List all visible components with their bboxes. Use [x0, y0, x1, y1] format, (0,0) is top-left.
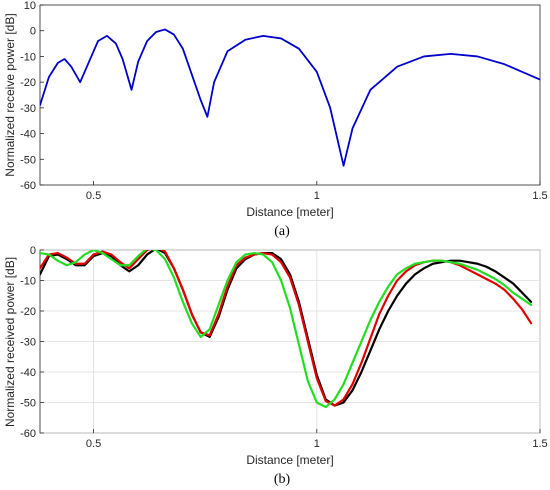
series-line-3 — [40, 250, 533, 409]
caption-a: (a) — [274, 224, 290, 239]
y-tick-label: -30 — [20, 103, 36, 115]
lines-b — [40, 250, 533, 409]
ticks-b: 0.5 1 1.5 0 -10 -20 -30 -40 -50 -60 — [20, 245, 548, 450]
y-tick-label: -60 — [20, 180, 36, 192]
ticks-a: 0.5 1 1.5 10 0 -10 -20 -30 -40 -50 -60 — [20, 0, 548, 202]
y-tick-label: -30 — [20, 337, 36, 349]
caption-b: (b) — [274, 472, 291, 487]
y-axis-label-b: Normalized received power [dB] — [3, 257, 17, 427]
x-tick-label: 0.5 — [86, 190, 101, 202]
y-tick-label: 0 — [30, 26, 36, 38]
y-tick-label: -40 — [20, 129, 36, 141]
series-line-1 — [40, 28, 540, 167]
plot-area-a — [39, 4, 541, 186]
lines-a — [40, 28, 540, 167]
y-tick-label: -40 — [20, 367, 36, 379]
x-axis-label-a: Distance [meter] — [246, 205, 333, 219]
y-tick-label: -20 — [20, 77, 36, 89]
y-tick-label: -10 — [20, 276, 36, 288]
y-tick-label: -50 — [20, 398, 36, 410]
x-tick-label: 1.5 — [532, 438, 547, 450]
y-tick-label: -50 — [20, 154, 36, 166]
y-tick-label: 10 — [24, 0, 36, 12]
y-tick-label: -60 — [20, 428, 36, 440]
x-axis-label-b: Distance [meter] — [246, 453, 333, 467]
chart-panel-a: 0.5 1 1.5 10 0 -10 -20 -30 -40 -50 -60 Distance [m… — [3, 0, 548, 239]
x-tick-label: 1 — [314, 190, 320, 202]
y-tick-label: -10 — [20, 51, 36, 63]
y-axis-label-a: Normalized receive power [dB] — [3, 13, 17, 176]
x-tick-label: 1.5 — [532, 190, 547, 202]
x-tick-label: 0.5 — [86, 438, 101, 450]
y-tick-label: -20 — [20, 306, 36, 318]
y-tick-label: 0 — [30, 245, 36, 257]
x-tick-label: 1 — [314, 438, 320, 450]
chart-panel-b: 0.5 1 1.5 0 -10 -20 -30 -40 -50 -60 Distance [met… — [3, 245, 548, 487]
